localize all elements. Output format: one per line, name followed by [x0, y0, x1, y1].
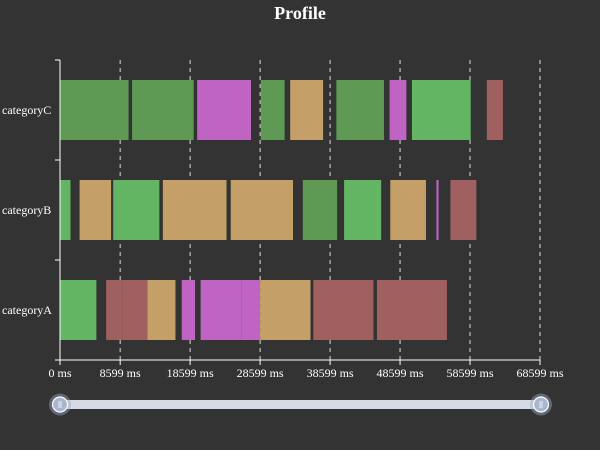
- y-axis-ticks: [55, 59, 60, 361]
- profile-bar-segment[interactable]: [197, 80, 252, 140]
- profile-bar-segment[interactable]: [60, 80, 129, 140]
- profile-bar-segment[interactable]: [436, 180, 439, 240]
- y-category-label: categoryA: [2, 303, 52, 317]
- profile-bar-segment[interactable]: [132, 80, 194, 140]
- profile-bar-segment[interactable]: [147, 280, 176, 340]
- y-axis-labels: categoryA categoryB categoryC: [2, 103, 52, 317]
- y-category-label: categoryC: [2, 103, 51, 117]
- profile-bar-segment[interactable]: [260, 280, 311, 340]
- profile-bar-segment[interactable]: [113, 180, 160, 240]
- chart-title: Profile: [274, 3, 326, 23]
- x-tick-label: 8599 ms: [100, 366, 141, 380]
- x-tick-label: 28599 ms: [237, 366, 284, 380]
- profile-bars: [60, 80, 503, 340]
- profile-bar-segment[interactable]: [230, 180, 294, 240]
- x-tick-label: 38599 ms: [307, 366, 354, 380]
- x-tick-label: 0 ms: [48, 366, 71, 380]
- profile-bar-segment[interactable]: [313, 280, 374, 340]
- profile-bar-segment[interactable]: [122, 280, 148, 340]
- profile-bar-segment[interactable]: [241, 280, 261, 340]
- profile-bar-segment[interactable]: [181, 280, 196, 340]
- data-zoom-handle-end[interactable]: [530, 393, 552, 416]
- profile-bar-segment[interactable]: [60, 280, 97, 340]
- x-axis-ticks: [59, 360, 541, 365]
- profile-bar-segment[interactable]: [290, 80, 324, 140]
- profile-bar-segment[interactable]: [344, 180, 382, 240]
- axes: categoryA categoryB categoryC 0 ms 8599 ms 1…: [2, 59, 564, 380]
- x-tick-label: 48599 ms: [377, 366, 424, 380]
- profile-bar-segment[interactable]: [106, 280, 123, 340]
- x-tick-label: 18599 ms: [167, 366, 214, 380]
- data-zoom-handle-start[interactable]: [49, 393, 71, 416]
- profile-bar-segment[interactable]: [411, 80, 471, 140]
- profile-bar-segment[interactable]: [162, 180, 227, 240]
- y-category-label: categoryB: [2, 203, 51, 217]
- x-tick-label: 58599 ms: [447, 366, 494, 380]
- profile-bar-segment[interactable]: [390, 180, 426, 240]
- profile-bar-segment[interactable]: [200, 280, 242, 340]
- data-zoom-track[interactable]: [60, 400, 541, 409]
- profile-bar-segment[interactable]: [260, 80, 285, 140]
- profile-bar-segment[interactable]: [302, 180, 338, 240]
- profile-bar-segment[interactable]: [376, 280, 447, 340]
- profile-bar-segment[interactable]: [486, 80, 503, 140]
- profile-bar-segment[interactable]: [60, 180, 71, 240]
- x-tick-label: 68599 ms: [516, 366, 563, 380]
- data-zoom-slider[interactable]: [49, 393, 552, 416]
- profile-bar-segment[interactable]: [450, 180, 477, 240]
- x-axis-labels: 0 ms 8599 ms 18599 ms 28599 ms 38599 ms 48599…: [48, 366, 563, 380]
- profile-bar-segment[interactable]: [79, 180, 112, 240]
- profile-bar-segment[interactable]: [389, 80, 407, 140]
- profile-bar-segment[interactable]: [336, 80, 384, 140]
